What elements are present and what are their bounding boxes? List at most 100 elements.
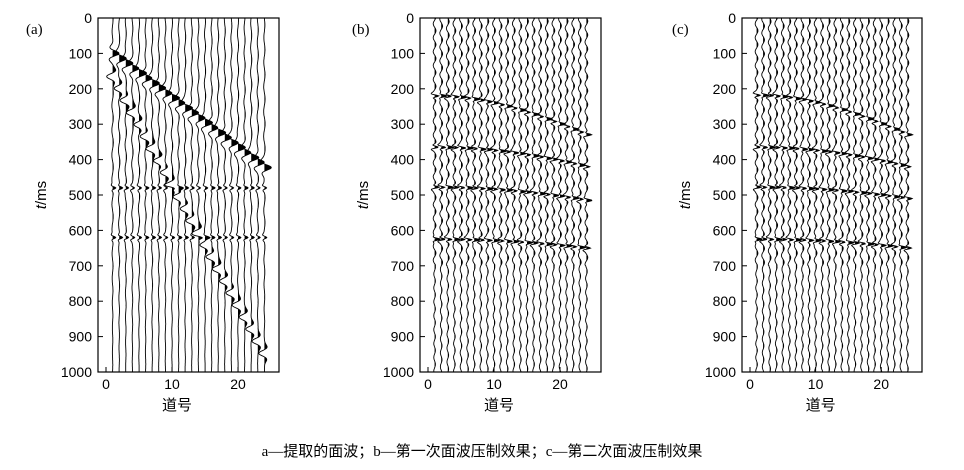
trace-line [139,18,153,372]
trace-fill [112,18,119,294]
trace-line [883,18,895,372]
trace-fill [769,18,776,372]
y-tick-label: 600 [713,222,737,238]
y-tick-label: 600 [69,222,93,238]
trace-fill [218,32,226,287]
trace-line [824,18,836,372]
y-tick-label: 500 [713,187,737,203]
trace-line [133,18,148,372]
trace-line [516,18,528,372]
trace-fill [566,18,572,372]
trace-fill [848,18,855,372]
trace-line [798,18,809,372]
trace-line [159,18,173,372]
y-tick-label: 200 [391,81,415,97]
panel-b: (b) 0 100 200 300 400 500 600 700 800 900 1000 0 10 20… [352,10,602,414]
x-tick-label: 10 [164,376,180,392]
y-tick-label: 0 [728,10,736,26]
trace-line [119,18,134,372]
trace-fill [520,23,527,372]
y-axis-label: t/ms [33,181,50,209]
trace-line [877,18,888,372]
y-tick-label: 1000 [705,364,736,380]
trace-line [476,18,488,372]
y-tick-label: 100 [713,45,737,61]
y-axis-label: t/ms [355,181,372,209]
trace-line [450,18,462,372]
x-tick-label: 20 [873,376,889,392]
x-tick-label: 0 [102,376,110,392]
trace-line [245,18,260,372]
y-tick-label: 100 [391,45,415,61]
trace-line [153,18,167,372]
trace-line [850,18,862,372]
trace-line [805,18,817,372]
trace-fill [447,18,454,372]
trace-fill [487,18,494,372]
x-tick-label: 20 [230,376,246,392]
trace-line [191,18,206,372]
trace-line [778,18,790,372]
y-tick-label: 700 [713,258,737,274]
trace-fill [828,18,835,372]
trace-line [509,18,521,372]
trace-line [164,18,181,372]
trace-line [759,18,771,372]
trace-line [258,18,272,372]
trace-line [113,18,127,372]
y-tick-label: 900 [391,329,415,345]
trace-line [582,18,593,372]
trace-line [205,18,219,372]
y-tick-label: 600 [391,222,415,238]
trace-line [536,18,548,372]
trace-line [831,18,842,372]
trace-line [857,18,869,372]
y-tick-label: 700 [69,258,93,274]
trace-line [549,18,560,372]
trace-line [863,18,875,372]
trace-line [106,18,120,372]
trace-fill [507,18,513,372]
trace-fill [586,18,592,372]
y-tick-label: 1000 [383,364,414,380]
trace-line [844,18,856,372]
trace-fill [125,30,133,307]
y-tick-label: 400 [391,152,415,168]
panel-a: (a) 0 100 200 300 400 500 600 700 800 900 1000 0 10 20… [26,10,280,414]
trace-line [145,18,160,372]
y-tick-label: 900 [69,329,93,345]
trace-line [199,18,214,372]
trace-line [456,18,468,372]
figure-caption: a—提取的面波；b—第一次面波压制效果；c—第二次面波压制效果 [261,444,703,460]
y-tick-label: 700 [391,258,415,274]
trace-line [569,18,581,372]
trace-fill [198,23,205,301]
trace-fill [224,27,232,305]
trace-line [811,18,822,372]
trace-line [496,18,509,372]
trace-line [556,18,567,372]
trace-fill [119,35,127,289]
trace-line [483,18,495,372]
y-tick-label: 200 [713,81,737,97]
y-tick-label: 400 [69,152,93,168]
trace-line [443,18,455,372]
panel-c: (c) 0 100 200 300 400 500 600 700 800 900 1000 0 10 20… [672,10,923,414]
y-tick-label: 100 [69,45,93,61]
y-tick-label: 1000 [61,364,92,380]
trace-line [503,18,514,372]
trace-fill [145,18,152,293]
x-tick-label: 20 [552,376,568,392]
trace-line [870,18,881,372]
y-tick-label: 800 [69,293,93,309]
trace-line [251,18,265,372]
y-tick-label: 200 [69,81,93,97]
y-tick-label: 500 [69,187,93,203]
trace-line [437,18,449,372]
trace-line [529,18,541,372]
trace-line [185,18,200,372]
panel-label: (c) [672,22,689,38]
y-tick-label: 300 [391,116,415,132]
